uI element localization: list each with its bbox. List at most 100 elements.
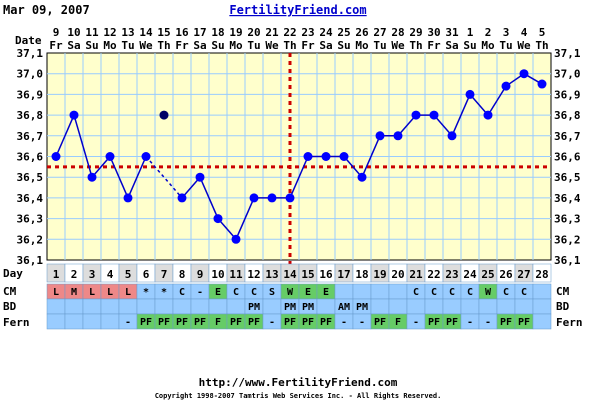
- cm-cell: [352, 283, 372, 300]
- cm-cell-text: C: [251, 287, 257, 298]
- cm-cell-text: S: [269, 287, 275, 298]
- bd-cell: [388, 298, 408, 315]
- temperature-point: [447, 131, 457, 141]
- cycle-day-cell-text: 7: [161, 268, 168, 281]
- date-label: 3: [503, 26, 510, 39]
- y-tick-label: 36,5: [17, 171, 44, 184]
- cycle-day-cell-text: 26: [499, 268, 513, 281]
- cm-cell-text: C: [233, 287, 239, 298]
- day-row-label: Day: [3, 267, 23, 280]
- fern-cell-text: PF: [176, 317, 188, 328]
- date-label: 10: [67, 26, 80, 39]
- date-label: 19: [229, 26, 242, 39]
- weekday-label: We: [139, 39, 153, 52]
- cycle-day-cell-text: 8: [179, 268, 186, 281]
- date-label: 17: [193, 26, 206, 39]
- bd-cell: [424, 298, 444, 315]
- date-label: 12: [103, 26, 116, 39]
- fern-cell-text: PF: [284, 317, 296, 328]
- date-label: 31: [445, 26, 459, 39]
- weekday-label: Sa: [193, 39, 206, 52]
- site-name[interactable]: FertilityFriend.com: [229, 3, 366, 17]
- date-label: 26: [355, 26, 369, 39]
- fern-cell-text: -: [125, 317, 131, 328]
- cm-cell-text: L: [53, 287, 59, 298]
- cycle-day-cell-text: 9: [197, 268, 204, 281]
- bd-cell-text: PM: [248, 302, 260, 313]
- temperature-point: [231, 234, 241, 244]
- temperature-point: [375, 131, 385, 141]
- bd-cell: [118, 298, 138, 315]
- date-label: 4: [521, 26, 528, 39]
- weekday-label: Sa: [319, 39, 332, 52]
- y-tick-label-right: 36,3: [554, 213, 581, 226]
- fern-cell-text: PF: [230, 317, 242, 328]
- temperature-line-segment: [343, 156, 363, 178]
- fern-cell: [82, 313, 102, 330]
- temperature-point: [69, 110, 79, 120]
- fern-cell-text: PF: [518, 317, 530, 328]
- y-tick-label-right: 36,5: [554, 171, 581, 184]
- bd-cell: [406, 298, 426, 315]
- weekday-label: Tu: [247, 39, 260, 52]
- weekday-label: Tu: [373, 39, 386, 52]
- fern-cell-text: -: [413, 317, 419, 328]
- cm-cell-text: C: [503, 287, 509, 298]
- bd-cell: [514, 298, 534, 315]
- cm-cell-text: C: [179, 287, 185, 298]
- cycle-day-cell-text: 5: [125, 268, 132, 281]
- cm-cell: [370, 283, 390, 300]
- temperature-point: [141, 152, 151, 161]
- weekday-label: Fr: [175, 39, 189, 52]
- weekday-label: Mo: [481, 39, 495, 52]
- temperature-line-segment: [217, 218, 237, 240]
- bd-cell: [496, 298, 516, 315]
- weekday-label: Su: [463, 39, 476, 52]
- bd-cell: [190, 298, 210, 315]
- y-tick-label: 36,3: [17, 213, 44, 226]
- date-label: 11: [85, 26, 99, 39]
- weekday-label: Tu: [121, 39, 134, 52]
- temperature-point: [159, 110, 169, 120]
- chart-date: Mar 09, 2007: [3, 3, 90, 17]
- date-label: 20: [247, 26, 260, 39]
- temperature-line-segment: [91, 156, 111, 178]
- y-tick-label: 36,2: [17, 233, 44, 246]
- temperature-line-segment: [487, 85, 507, 116]
- y-tick-label: 37,1: [17, 47, 44, 60]
- y-tick-label-right: 37,0: [554, 68, 581, 81]
- footer-url[interactable]: http://www.FertilityFriend.com: [199, 376, 398, 389]
- fern-cell-text: F: [215, 317, 221, 328]
- weekday-label: Th: [283, 39, 296, 52]
- fern-cell-text: PF: [428, 317, 440, 328]
- cycle-day-cell-text: 1: [53, 268, 60, 281]
- fern-cell-text: PF: [194, 317, 206, 328]
- weekday-label: Su: [85, 39, 98, 52]
- weekday-label: Sa: [67, 39, 80, 52]
- bd-cell: [46, 298, 66, 315]
- temperature-line-segment: [55, 114, 75, 157]
- y-tick-label-right: 36,8: [554, 109, 581, 122]
- weekday-label: We: [391, 39, 405, 52]
- bd-cell: [154, 298, 174, 315]
- cm-cell: [388, 283, 408, 300]
- cycle-day-cell-text: 16: [319, 268, 333, 281]
- weekday-label: Mo: [229, 39, 243, 52]
- fern-row-label: Fern: [3, 316, 30, 329]
- date-label: 13: [121, 26, 134, 39]
- date-label: 16: [175, 26, 189, 39]
- weekday-label: Th: [157, 39, 170, 52]
- date-label: 29: [409, 26, 422, 39]
- date-label: 9: [53, 26, 60, 39]
- cycle-day-cell-text: 20: [391, 268, 404, 281]
- bd-cell: [478, 298, 498, 315]
- weekday-label: Th: [535, 39, 548, 52]
- y-tick-label-right: 36,6: [554, 151, 581, 164]
- temperature-line-segment: [469, 93, 489, 116]
- date-label: 22: [283, 26, 296, 39]
- temperature-point: [465, 89, 475, 99]
- date-label: 1: [467, 26, 474, 39]
- temperature-point: [357, 172, 367, 182]
- cm-cell-text: L: [107, 287, 113, 298]
